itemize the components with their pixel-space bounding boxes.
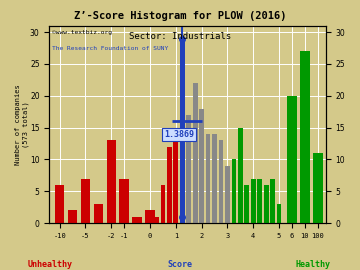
Bar <box>132 217 142 223</box>
Bar <box>251 178 256 223</box>
Bar <box>257 178 262 223</box>
Bar <box>94 204 103 223</box>
Bar <box>145 210 155 223</box>
Bar <box>120 178 129 223</box>
Bar <box>199 109 204 223</box>
Bar <box>154 217 159 223</box>
Bar <box>277 204 282 223</box>
Bar <box>219 140 223 223</box>
Bar <box>193 83 198 223</box>
Bar <box>206 134 211 223</box>
Bar <box>55 185 64 223</box>
Bar <box>264 185 269 223</box>
Bar <box>167 147 172 223</box>
Bar <box>313 153 323 223</box>
Bar <box>68 210 77 223</box>
Bar <box>174 134 178 223</box>
Text: Unhealthy: Unhealthy <box>28 260 73 269</box>
Bar <box>107 140 116 223</box>
Text: Healthy: Healthy <box>296 260 331 269</box>
Bar <box>186 115 191 223</box>
Bar <box>225 166 230 223</box>
Bar <box>244 185 249 223</box>
Text: ©www.textbiz.org: ©www.textbiz.org <box>52 30 112 35</box>
Bar <box>238 128 243 223</box>
Bar <box>300 51 310 223</box>
Bar <box>212 134 217 223</box>
Text: Score: Score <box>167 260 193 269</box>
Text: Z’-Score Histogram for PLOW (2016): Z’-Score Histogram for PLOW (2016) <box>74 11 286 21</box>
Bar <box>270 178 275 223</box>
Bar <box>287 96 297 223</box>
Bar <box>180 39 185 223</box>
Text: 1.3869: 1.3869 <box>164 130 194 139</box>
Text: The Research Foundation of SUNY: The Research Foundation of SUNY <box>52 46 168 50</box>
Text: Sector: Industrials: Sector: Industrials <box>129 32 231 41</box>
Bar <box>81 178 90 223</box>
Bar <box>231 160 236 223</box>
Bar <box>161 185 165 223</box>
Y-axis label: Number of companies
(573 total): Number of companies (573 total) <box>15 84 28 165</box>
